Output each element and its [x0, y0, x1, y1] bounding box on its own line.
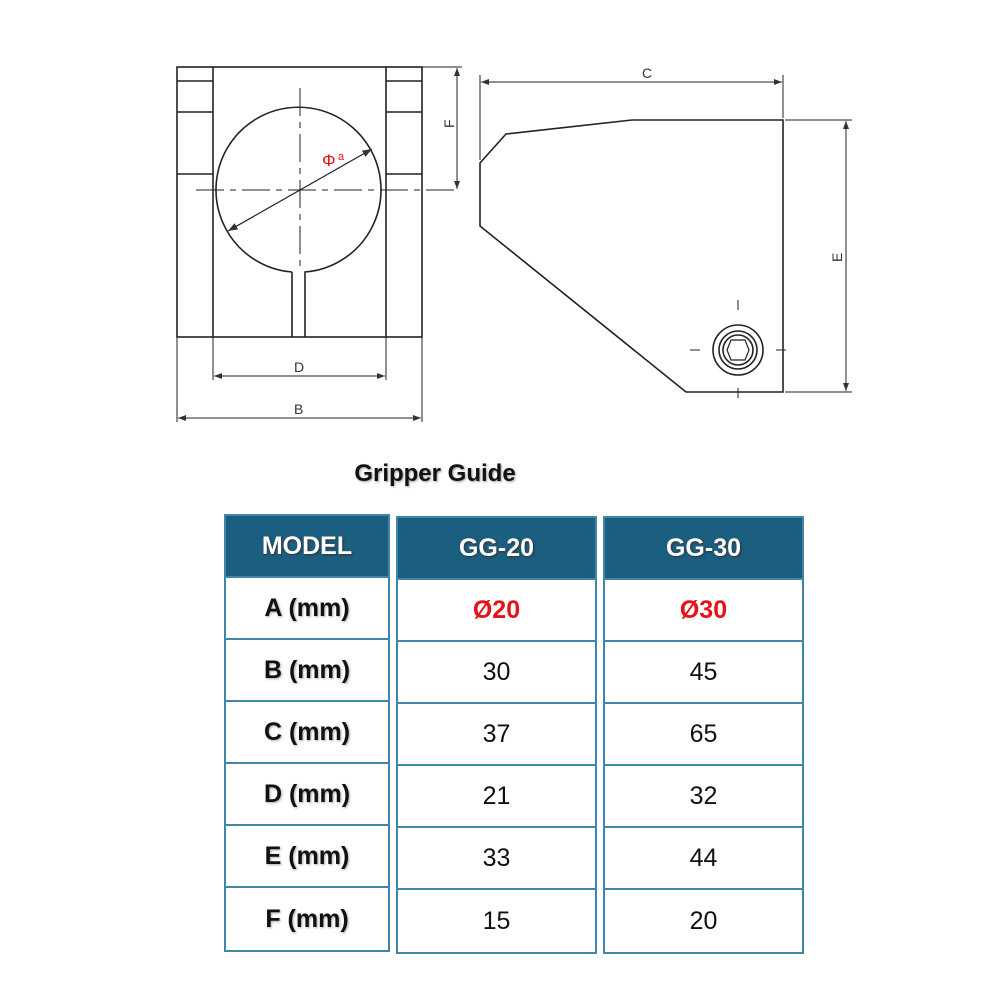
- row-label: A (mm): [226, 578, 388, 640]
- front-view: [176, 66, 462, 422]
- side-view: [479, 75, 852, 398]
- value-cell: 30: [398, 642, 595, 704]
- value-cell: 32: [605, 766, 802, 828]
- row-label: D (mm): [226, 764, 388, 826]
- value-cell: 44: [605, 828, 802, 890]
- row-label: B (mm): [226, 640, 388, 702]
- column-gg-20: GG-20 Ø20 30 37 21 33 15: [396, 516, 597, 954]
- dim-d-label: D: [294, 359, 304, 375]
- row-label: C (mm): [226, 702, 388, 764]
- value-cell: Ø20: [398, 580, 595, 642]
- table-title: Gripper Guide: [354, 460, 516, 487]
- row-label: E (mm): [226, 826, 388, 888]
- value-cell: 45: [605, 642, 802, 704]
- diameter-label: Φ: [322, 151, 336, 170]
- value-cell: 65: [605, 704, 802, 766]
- value-cell: 33: [398, 828, 595, 890]
- dim-f-label: F: [441, 119, 457, 128]
- value-cell: Ø30: [605, 580, 802, 642]
- value-cell: 15: [482, 906, 511, 935]
- value-cell: 20: [689, 906, 718, 935]
- dim-e-label: E: [829, 253, 845, 262]
- value-cell: 21: [398, 766, 595, 828]
- row-label: F (mm): [265, 904, 349, 933]
- diameter-sub-label: a: [338, 151, 345, 163]
- value-cell: 37: [398, 704, 595, 766]
- header-cell: GG-20: [398, 518, 595, 580]
- column-gg-30: GG-30 Ø30 45 65 32 44 20: [603, 516, 804, 954]
- header-cell: MODEL: [226, 516, 388, 578]
- header-cell: GG-30: [605, 518, 802, 580]
- technical-drawing: Φ a D B F C E: [176, 65, 852, 422]
- column-model: MODEL A (mm) B (mm) C (mm) D (mm) E (mm)…: [224, 514, 390, 952]
- dim-b-label: B: [294, 401, 303, 417]
- dim-c-label: C: [642, 65, 652, 81]
